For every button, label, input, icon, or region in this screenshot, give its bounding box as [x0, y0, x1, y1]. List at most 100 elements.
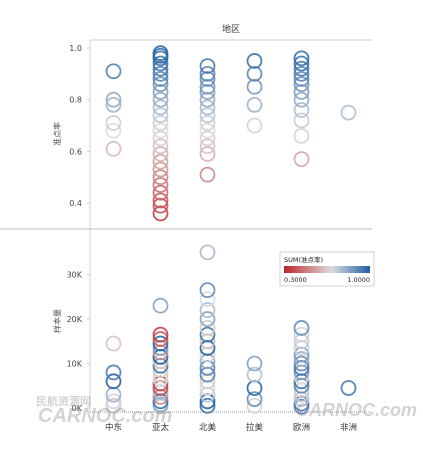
point-欧洲: [293, 351, 310, 367]
point-北美: [199, 291, 216, 307]
point-非洲: [340, 380, 357, 396]
point-北美: [199, 146, 216, 162]
x-tick-label: 中东: [105, 422, 122, 433]
point-北美: [199, 84, 216, 100]
point-拉美: [246, 96, 263, 113]
point-亚太: [152, 161, 169, 178]
point-亚太: [152, 192, 169, 209]
axes-layer: [0, 39, 372, 413]
point-北美: [199, 71, 216, 87]
point-中东: [105, 397, 122, 414]
point-北美: [199, 282, 216, 299]
point-拉美: [246, 78, 263, 95]
point-北美: [199, 244, 216, 261]
point-拉美: [246, 366, 263, 383]
point-拉美: [246, 397, 263, 414]
point-欧洲: [293, 326, 310, 343]
point-亚太: [152, 115, 169, 131]
legend-title: SUM(准点率): [284, 255, 323, 264]
point-欧洲: [293, 320, 310, 336]
point-北美: [199, 115, 216, 131]
point-北美: [199, 302, 216, 319]
point-亚太: [152, 335, 169, 352]
point-北美: [199, 320, 216, 336]
point-北美: [199, 122, 216, 139]
point-中东: [105, 393, 122, 410]
point-亚太: [152, 169, 169, 186]
point-拉美: [246, 355, 263, 372]
point-欧洲: [293, 55, 310, 72]
point-亚太: [152, 138, 169, 155]
point-中东: [105, 96, 122, 113]
point-中东: [105, 122, 122, 139]
point-亚太: [152, 146, 169, 162]
point-中东: [105, 364, 122, 381]
point-亚太: [152, 122, 169, 139]
point-北美: [199, 311, 216, 327]
point-欧洲: [293, 76, 310, 93]
point-亚太: [152, 177, 169, 193]
point-欧洲: [293, 91, 310, 108]
point-亚太: [152, 153, 169, 170]
point-中东: [105, 63, 122, 80]
y-axis-label: 准点率: [52, 122, 62, 146]
point-亚太: [152, 55, 169, 72]
point-欧洲: [293, 127, 310, 144]
point-欧洲: [293, 151, 310, 168]
point-欧洲: [293, 60, 310, 77]
point-亚太: [152, 297, 169, 314]
point-亚太: [152, 84, 169, 100]
y-tick-label: 20K: [67, 315, 83, 324]
marks-layer: [105, 45, 357, 415]
point-亚太: [152, 331, 169, 347]
x-tick-label: 北美: [199, 422, 217, 433]
chart-title: 地区: [222, 23, 240, 35]
x-tick-label: 欧洲: [293, 422, 310, 433]
legend-colorbar: [284, 266, 370, 273]
legend: SUM(准点率) 0.3000 1.0000: [279, 251, 375, 287]
y-tick-label: 30K: [67, 271, 83, 280]
point-亚太: [152, 91, 169, 108]
point-中东: [105, 115, 122, 131]
x-tick-label: 拉美: [246, 422, 264, 433]
point-亚太: [152, 76, 169, 93]
point-北美: [199, 166, 216, 183]
point-非洲: [340, 104, 357, 121]
point-亚太: [152, 60, 169, 77]
point-中东: [105, 335, 122, 352]
legend-min-label: 0.3000: [284, 276, 307, 284]
point-北美: [199, 138, 216, 155]
point-欧洲: [293, 84, 310, 100]
point-中东: [105, 140, 122, 157]
y-tick-label: 0K: [72, 404, 83, 413]
legend-max-label: 1.0000: [347, 276, 370, 284]
point-北美: [199, 397, 216, 414]
point-北美: [199, 107, 216, 124]
point-亚太: [152, 45, 169, 62]
point-中东: [105, 91, 122, 108]
point-亚太: [152, 326, 169, 343]
point-亚太: [152, 99, 169, 116]
point-拉美: [246, 391, 263, 408]
point-北美: [199, 91, 216, 108]
point-拉美: [246, 117, 263, 134]
x-tick-label: 非洲: [340, 422, 357, 433]
point-欧洲: [293, 65, 310, 82]
point-拉美: [246, 53, 263, 69]
point-北美: [199, 99, 216, 116]
point-欧洲: [293, 355, 310, 372]
x-tick-label: 亚太: [152, 422, 170, 433]
y-tick-label: 0.4: [69, 199, 82, 208]
point-拉美: [246, 65, 263, 82]
y-axis-label: 样本量: [52, 309, 62, 333]
point-欧洲: [293, 102, 310, 118]
point-亚太: [152, 197, 169, 214]
point-欧洲: [293, 112, 310, 129]
point-北美: [199, 130, 216, 147]
y-tick-label: 0.8: [69, 96, 82, 105]
point-欧洲: [293, 50, 310, 67]
point-北美: [199, 58, 216, 74]
y-tick-label: 0.6: [69, 147, 82, 156]
